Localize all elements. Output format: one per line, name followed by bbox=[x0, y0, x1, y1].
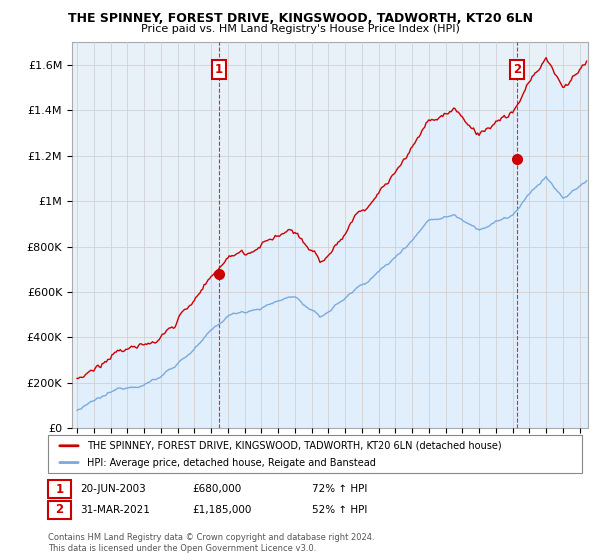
Text: HPI: Average price, detached house, Reigate and Banstead: HPI: Average price, detached house, Reig… bbox=[87, 458, 376, 468]
Text: 31-MAR-2021: 31-MAR-2021 bbox=[80, 505, 149, 515]
Text: 52% ↑ HPI: 52% ↑ HPI bbox=[312, 505, 367, 515]
Text: 1: 1 bbox=[215, 63, 223, 76]
Text: THE SPINNEY, FOREST DRIVE, KINGSWOOD, TADWORTH, KT20 6LN (detached house): THE SPINNEY, FOREST DRIVE, KINGSWOOD, TA… bbox=[87, 441, 502, 451]
Text: £680,000: £680,000 bbox=[192, 484, 241, 494]
Text: Contains HM Land Registry data © Crown copyright and database right 2024.
This d: Contains HM Land Registry data © Crown c… bbox=[48, 533, 374, 553]
Text: Price paid vs. HM Land Registry's House Price Index (HPI): Price paid vs. HM Land Registry's House … bbox=[140, 24, 460, 34]
Text: 2: 2 bbox=[55, 503, 64, 516]
Text: 72% ↑ HPI: 72% ↑ HPI bbox=[312, 484, 367, 494]
Text: 20-JUN-2003: 20-JUN-2003 bbox=[80, 484, 146, 494]
Text: 2: 2 bbox=[513, 63, 521, 76]
Text: £1,185,000: £1,185,000 bbox=[192, 505, 251, 515]
Text: THE SPINNEY, FOREST DRIVE, KINGSWOOD, TADWORTH, KT20 6LN: THE SPINNEY, FOREST DRIVE, KINGSWOOD, TA… bbox=[67, 12, 533, 25]
Text: 1: 1 bbox=[55, 483, 64, 496]
